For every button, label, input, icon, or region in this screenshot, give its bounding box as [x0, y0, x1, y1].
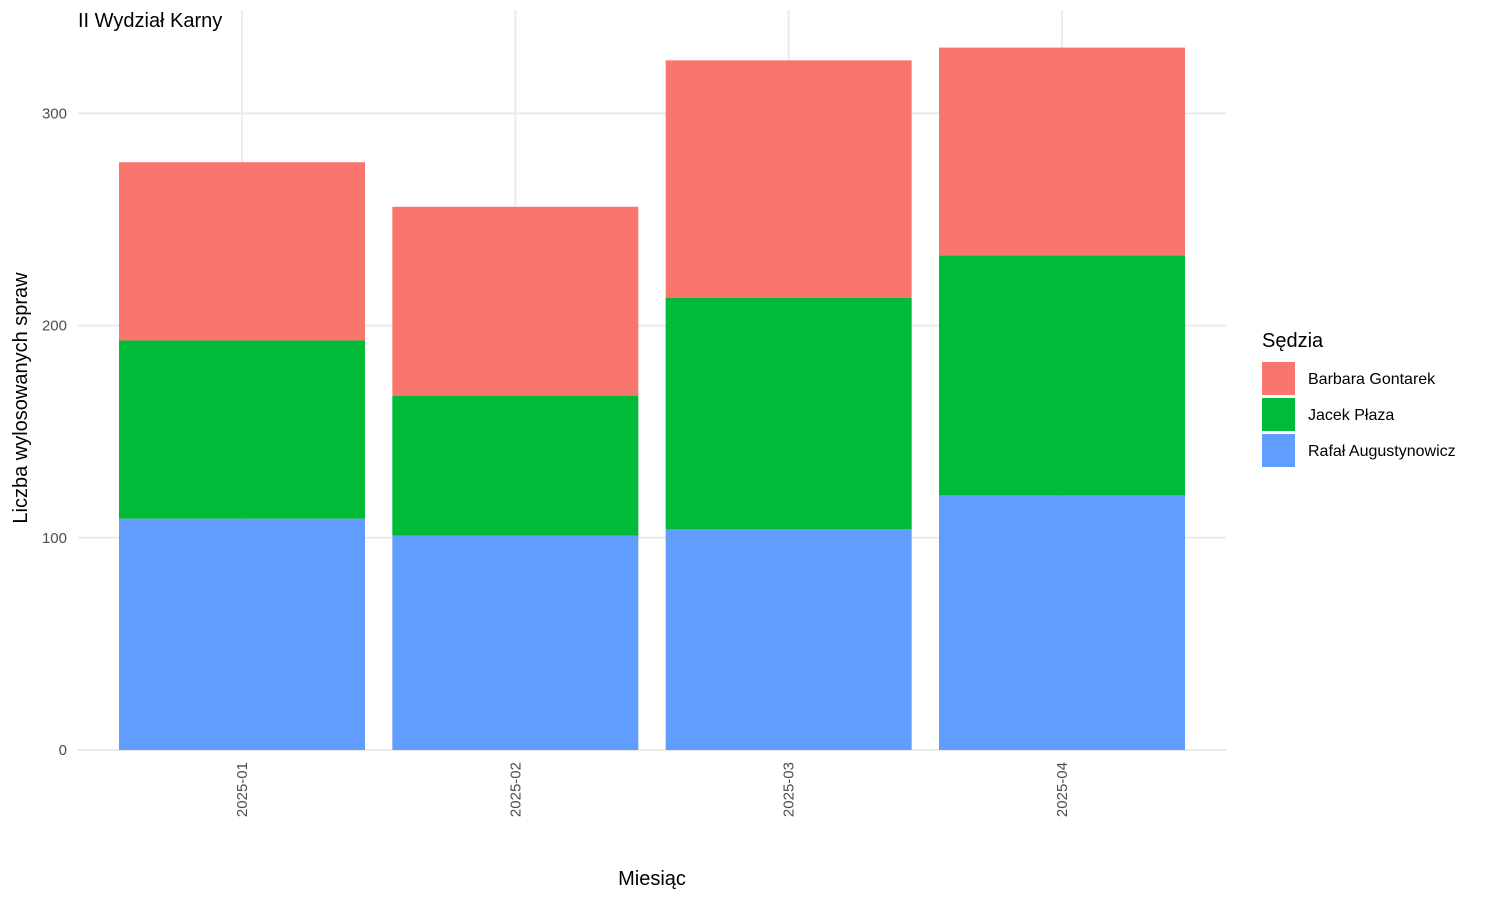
- chart-title: II Wydział Karny: [78, 10, 222, 32]
- legend-swatch: [1262, 434, 1295, 467]
- legend-label: Barbara Gontarek: [1308, 371, 1436, 388]
- x-axis-title: Miesiąc: [618, 868, 686, 890]
- legend-swatch: [1262, 362, 1295, 395]
- y-tick-label: 100: [42, 530, 67, 547]
- legend-label: Rafał Augustynowicz: [1308, 443, 1456, 460]
- bar-segment: [392, 206, 639, 396]
- y-tick-label: 300: [42, 105, 67, 122]
- y-axis-title: Liczba wylosowanych spraw: [10, 272, 32, 524]
- y-axis-ticks: 0 100 200 300: [42, 105, 67, 759]
- x-axis-ticks: 2025-01 2025-02 2025-03 2025-04: [234, 762, 1071, 817]
- bar-segment: [939, 255, 1185, 496]
- bar-segment: [392, 395, 639, 536]
- bar-segment: [119, 340, 365, 519]
- bar-segment: [665, 60, 912, 299]
- legend-swatch: [1262, 398, 1295, 431]
- bar-segment: [119, 162, 365, 341]
- legend-title: Sędzia: [1262, 330, 1324, 352]
- legend-label: Jacek Płaza: [1308, 407, 1394, 424]
- x-tick-label: 2025-03: [781, 762, 798, 817]
- y-tick-label: 200: [42, 318, 67, 335]
- bar-segment: [665, 298, 912, 530]
- bar-segment: [939, 47, 1185, 256]
- y-tick-label: 0: [59, 742, 67, 759]
- bar-segment: [392, 535, 639, 750]
- bars: [119, 47, 1185, 750]
- x-tick-label: 2025-02: [507, 762, 524, 817]
- bar-segment: [119, 518, 365, 750]
- bar-segment: [665, 529, 912, 750]
- bar-segment: [939, 495, 1185, 750]
- legend: Sędzia Barbara Gontarek Jacek Płaza Rafał …: [1262, 330, 1456, 467]
- x-tick-label: 2025-01: [234, 762, 251, 817]
- x-tick-label: 2025-04: [1054, 762, 1071, 817]
